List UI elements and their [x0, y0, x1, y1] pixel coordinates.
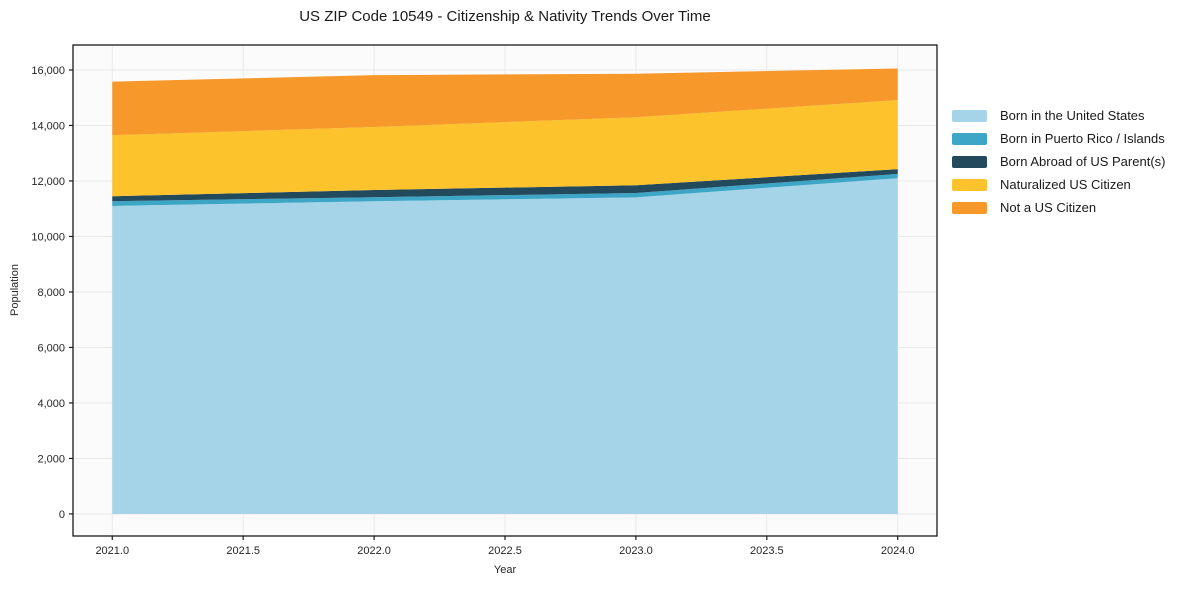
area-series-1	[112, 173, 898, 206]
y-tick-label: 16,000	[31, 65, 65, 77]
legend-item: Born in Puerto Rico / Islands	[952, 127, 1165, 150]
area-series-2	[112, 169, 898, 202]
x-tick-label: 2021.0	[95, 545, 129, 557]
y-tick-label: 10,000	[31, 231, 65, 243]
legend-label: Not a US Citizen	[1000, 200, 1097, 215]
x-tick-label: 2023.0	[619, 545, 653, 557]
y-tick-label: 14,000	[31, 120, 65, 132]
area-series-3	[112, 100, 898, 197]
y-tick-label: 4,000	[37, 398, 65, 410]
x-tick-label: 2024.0	[881, 545, 915, 557]
y-tick-label: 12,000	[31, 176, 65, 188]
x-tick-label: 2021.5	[226, 545, 260, 557]
legend-item: Born in the United States	[952, 104, 1165, 127]
legend-label: Born in the United States	[1000, 108, 1145, 123]
legend-label: Naturalized US Citizen	[1000, 177, 1131, 192]
legend-item: Not a US Citizen	[952, 196, 1165, 219]
x-axis-label: Year	[493, 564, 517, 576]
legend-swatch-icon	[952, 178, 987, 191]
chart-title: US ZIP Code 10549 - Citizenship & Nativi…	[299, 8, 711, 25]
area-series-0	[112, 178, 898, 514]
legend-swatch-icon	[952, 132, 987, 145]
y-tick-label: 8,000	[37, 287, 65, 299]
legend-label: Born Abroad of US Parent(s)	[1000, 154, 1166, 169]
y-tick-label: 6,000	[37, 342, 65, 354]
legend-label: Born in Puerto Rico / Islands	[1000, 131, 1165, 146]
legend-swatch-icon	[952, 201, 987, 214]
legend: Born in the United States Born in Puerto…	[952, 104, 1165, 219]
legend-swatch-icon	[952, 109, 987, 122]
x-tick-label: 2022.0	[357, 545, 391, 557]
legend-swatch-icon	[952, 155, 987, 168]
y-tick-label: 0	[59, 509, 65, 521]
y-tick-label: 2,000	[37, 453, 65, 465]
x-tick-label: 2022.5	[488, 545, 522, 557]
legend-item: Naturalized US Citizen	[952, 173, 1165, 196]
area-series-4	[112, 68, 898, 136]
x-tick-label: 2023.5	[750, 545, 784, 557]
legend-item: Born Abroad of US Parent(s)	[952, 150, 1165, 173]
y-axis-label: Population	[9, 264, 21, 316]
